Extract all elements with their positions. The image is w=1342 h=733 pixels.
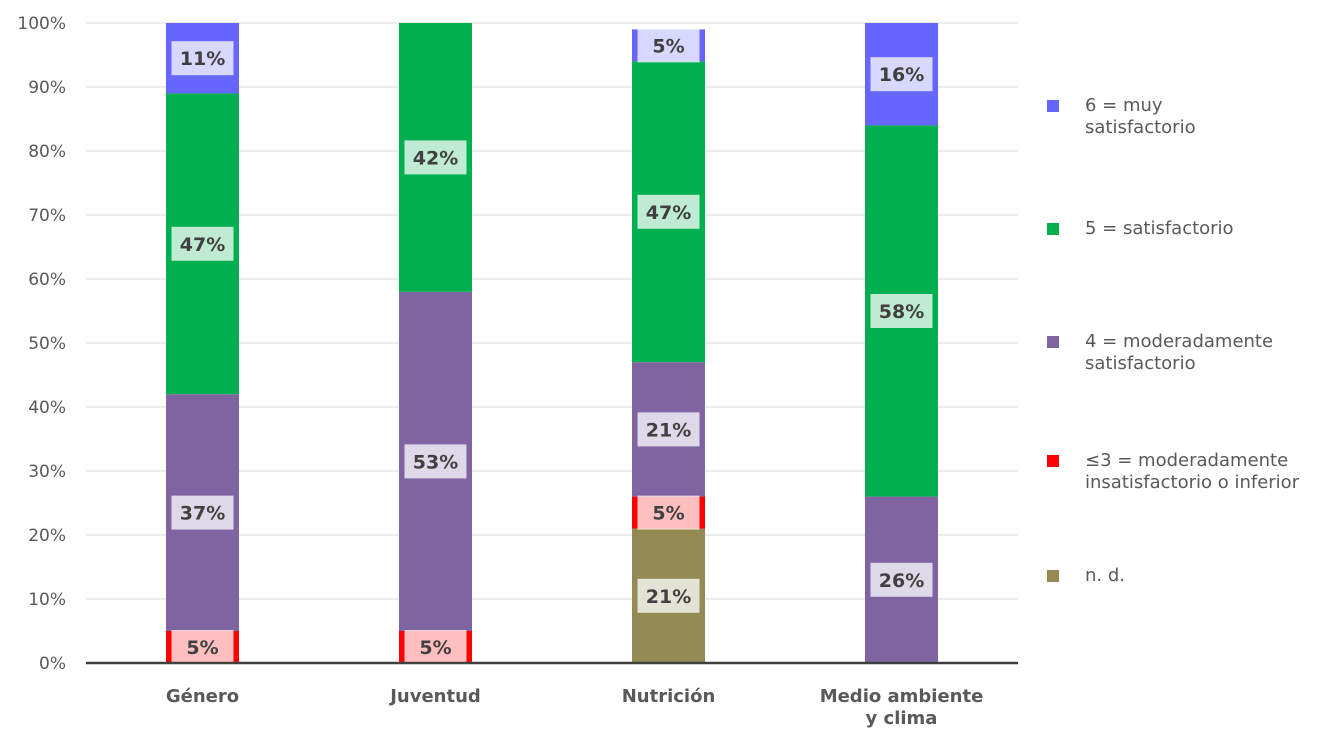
data-label-box [404, 630, 467, 664]
legend-label-line1: 5 = satisfactorio [1085, 218, 1234, 239]
data-label-box [637, 194, 700, 229]
data-label: 5% [186, 637, 218, 659]
y-tick-label: 50% [28, 334, 66, 354]
data-label: 21% [646, 586, 691, 608]
legend-label-line1: n. d. [1085, 565, 1125, 586]
y-tick-label: 100% [17, 14, 66, 34]
legend-label-line2: satisfactorio [1085, 117, 1196, 138]
data-label: 42% [413, 147, 458, 169]
stacked-bar-chart: 0% 10% 20% 30% 40% 50% 60% 70% 80% 90% 100% 5% 37% 4… [17, 14, 1018, 729]
data-label: 21% [646, 419, 691, 441]
data-label: 26% [879, 570, 924, 592]
y-axis-ticks: 0% 10% 20% 30% 40% 50% 60% 70% 80% 90% 100% [17, 14, 66, 674]
legend-swatch [1047, 223, 1059, 235]
x-category-label: Género [166, 686, 239, 707]
data-label: 5% [652, 35, 684, 57]
legend-label-line1: 6 = muy [1085, 95, 1163, 116]
legend-label-line1: ≤3 = moderadamente [1085, 450, 1289, 471]
y-tick-label: 30% [28, 462, 66, 482]
data-label-box [171, 630, 234, 664]
legend-swatch [1047, 336, 1059, 348]
data-label-box [171, 41, 234, 76]
y-tick-label: 60% [28, 270, 66, 290]
data-labels: 5% 37% 47% 11% 5% 53% 42% 21% 5% 21% 47% 5% 26% 58% 16… [171, 28, 933, 664]
x-category-label: Nutrición [622, 686, 716, 707]
y-tick-label: 90% [28, 78, 66, 98]
data-label-box [870, 294, 933, 328]
data-label-box [404, 140, 467, 175]
data-label-box [637, 28, 700, 63]
data-label: 16% [879, 64, 924, 86]
y-tick-label: 10% [28, 590, 66, 610]
data-label-box [870, 562, 933, 597]
data-label: 11% [180, 48, 225, 70]
data-label: 58% [879, 301, 924, 323]
y-tick-label: 80% [28, 142, 66, 162]
data-label: 5% [652, 503, 684, 525]
data-label: 37% [180, 503, 225, 525]
x-category-label: Medio ambiente [820, 686, 984, 707]
legend-label-line1: 4 = moderadamente [1085, 331, 1274, 352]
y-tick-label: 0% [39, 654, 66, 674]
data-label-box [637, 495, 700, 530]
x-category-label: Juventud [388, 686, 481, 707]
data-label-box [171, 495, 234, 530]
gridlines [86, 22, 1018, 600]
legend-label-line2: insatisfactorio o inferior [1085, 472, 1300, 493]
data-label: 47% [646, 202, 691, 224]
y-tick-label: 70% [28, 206, 66, 226]
data-label-box [637, 412, 700, 447]
data-label-box [404, 444, 467, 479]
data-label: 53% [413, 451, 458, 473]
data-label-box [870, 57, 933, 92]
data-label: 47% [180, 234, 225, 256]
legend-swatch [1047, 570, 1059, 582]
data-label-box [637, 578, 700, 613]
legend-swatch [1047, 455, 1059, 467]
legend-swatch [1047, 100, 1059, 112]
legend-label-line2: satisfactorio [1085, 353, 1196, 374]
data-label-box [171, 226, 234, 261]
y-tick-label: 20% [28, 526, 66, 546]
x-category-label: y clima [866, 708, 938, 729]
y-tick-label: 40% [28, 398, 66, 418]
data-label: 5% [419, 637, 451, 659]
